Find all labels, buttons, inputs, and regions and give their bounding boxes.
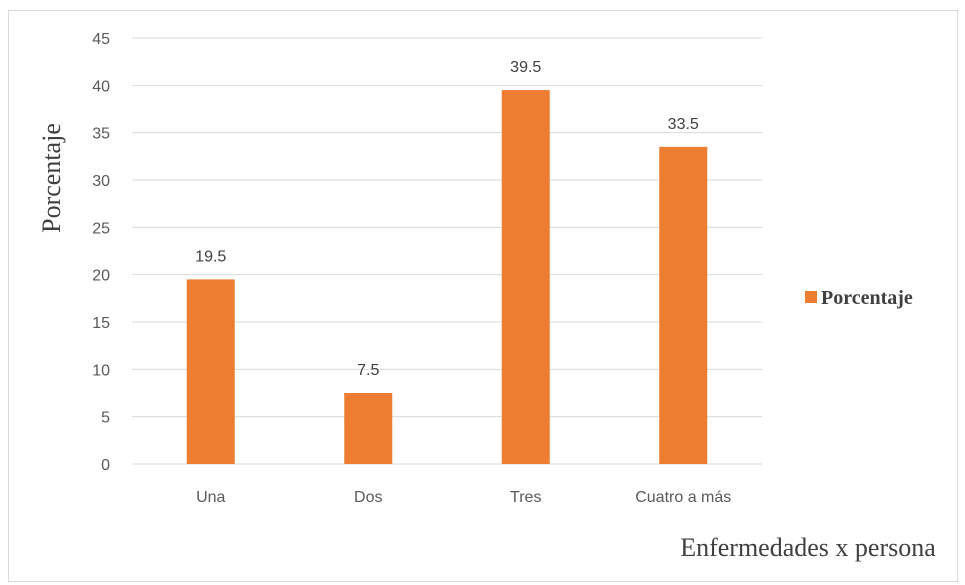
legend: Porcentaje: [805, 287, 913, 309]
y-tick-label: 25: [92, 220, 110, 237]
x-tick-label: Una: [196, 489, 225, 506]
x-axis-ticks: Una Dos Tres Cuatro a más: [196, 489, 731, 506]
data-label: 39.5: [510, 59, 541, 76]
y-tick-label: 40: [92, 78, 110, 95]
bar: [344, 393, 393, 464]
bar: [501, 90, 550, 465]
bars: [186, 90, 708, 465]
y-tick-label: 0: [101, 457, 110, 474]
x-tick-label: Cuatro a más: [635, 489, 731, 506]
data-labels: 19.5 7.5 39.5 33.5: [195, 59, 699, 379]
data-label: 33.5: [668, 116, 699, 133]
x-axis-title: Enfermedades x persona: [680, 533, 936, 562]
x-tick-label: Tres: [510, 489, 541, 506]
legend-label: Porcentaje: [821, 287, 913, 309]
legend-swatch: [805, 291, 817, 303]
bar: [659, 146, 708, 464]
y-axis-ticks: 0 5 10 15 20 25 30 35 40 45: [92, 31, 110, 474]
chart-frame: [8, 10, 958, 582]
y-tick-label: 10: [92, 362, 110, 379]
bar: [186, 279, 235, 464]
y-tick-label: 35: [92, 126, 110, 143]
data-label: 7.5: [357, 362, 379, 379]
data-label: 19.5: [195, 248, 226, 265]
y-tick-label: 20: [92, 268, 110, 285]
y-tick-label: 5: [101, 410, 110, 427]
gridlines: [132, 37, 762, 465]
y-tick-label: 15: [92, 315, 110, 332]
y-tick-label: 45: [92, 31, 110, 48]
y-tick-label: 30: [92, 173, 110, 190]
x-tick-label: Dos: [354, 489, 382, 506]
y-axis-title: Porcentaje: [37, 123, 66, 233]
